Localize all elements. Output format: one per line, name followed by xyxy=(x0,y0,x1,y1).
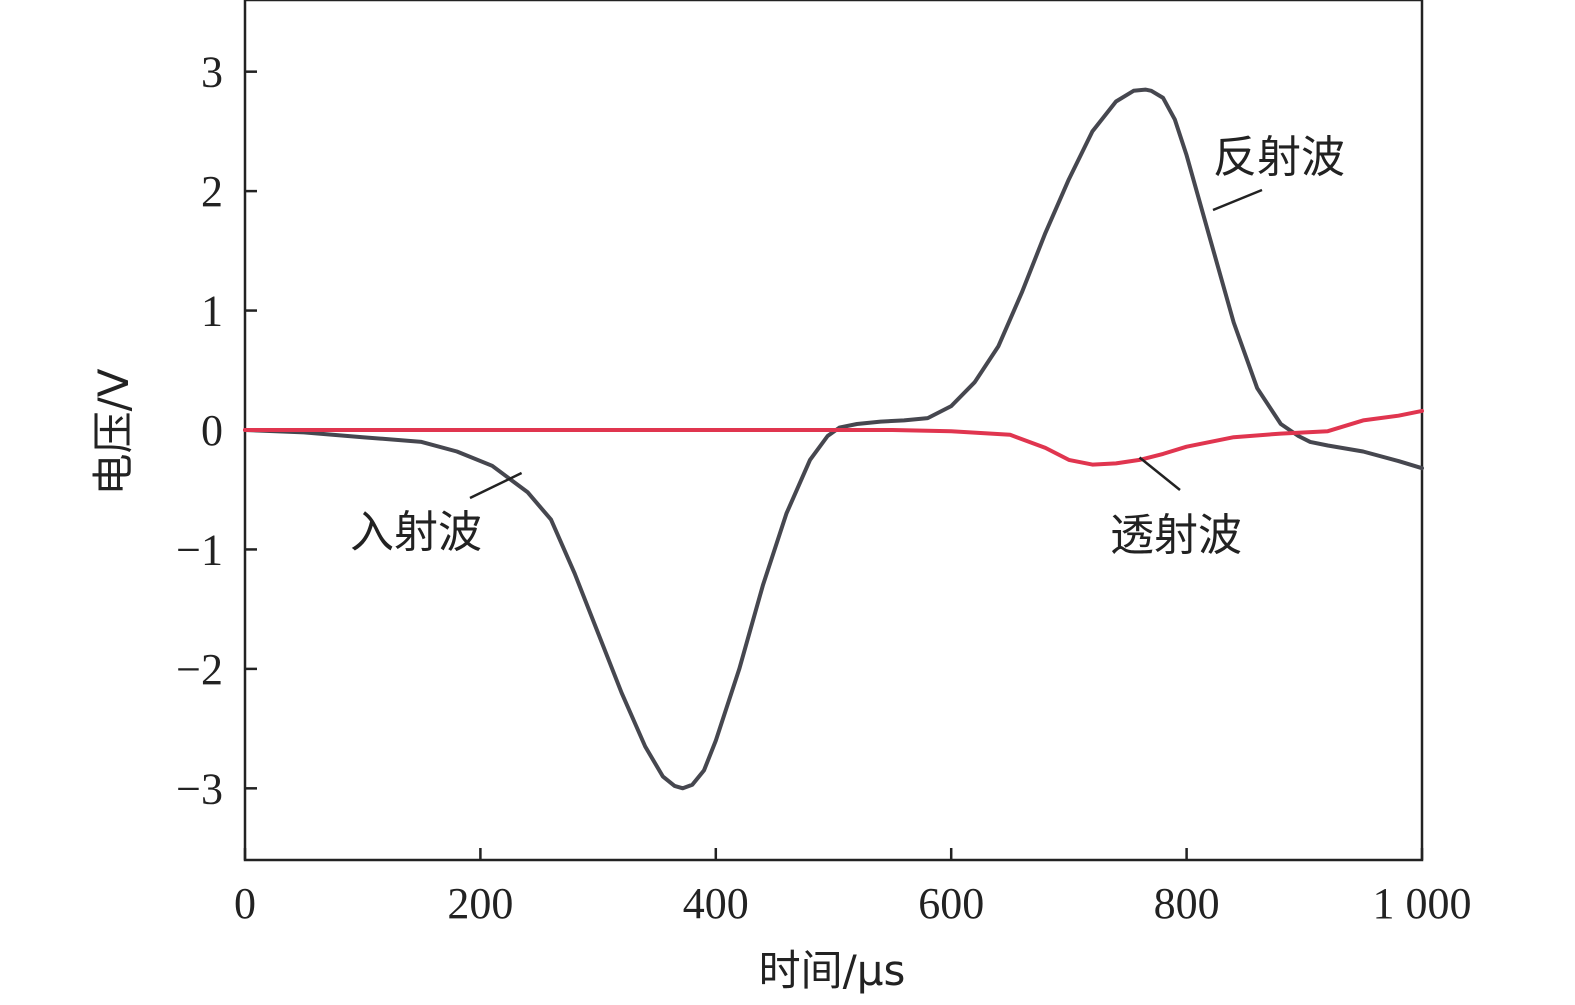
series-line-2 xyxy=(243,408,1424,467)
series-line-1 xyxy=(243,87,1424,791)
y-tick-label: 0 xyxy=(201,406,223,455)
x-tick-label: 200 xyxy=(447,879,513,928)
y-axis-title: 电压/V xyxy=(89,368,138,495)
y-axis-ticks: −3 −2 −1 0 1 2 3 xyxy=(176,48,257,813)
x-axis-title: 时间/μs xyxy=(759,946,906,995)
annotation-label: 透射波 xyxy=(1110,510,1242,561)
leader-line xyxy=(1138,456,1181,491)
x-axis-ticks: 0 200 400 600 800 1 000 xyxy=(234,848,1472,928)
x-tick-label: 400 xyxy=(683,879,749,928)
series-layer xyxy=(243,87,1424,791)
y-tick-label: −1 xyxy=(176,525,223,574)
x-tick-label: 600 xyxy=(918,879,984,928)
x-tick-label: 0 xyxy=(234,879,256,928)
x-tick-label: 800 xyxy=(1154,879,1220,928)
y-tick-label: 3 xyxy=(201,48,223,97)
leader-line xyxy=(469,471,523,500)
y-tick-label: −2 xyxy=(176,645,223,694)
annotation-label: 入射波 xyxy=(350,507,482,558)
leader-line xyxy=(1212,188,1263,212)
y-tick-label: −3 xyxy=(176,764,223,813)
y-tick-label: 1 xyxy=(201,287,223,336)
x-tick-label: 1 000 xyxy=(1373,879,1472,928)
y-tick-label: 2 xyxy=(201,167,223,216)
annotation-label: 反射波 xyxy=(1213,132,1345,183)
